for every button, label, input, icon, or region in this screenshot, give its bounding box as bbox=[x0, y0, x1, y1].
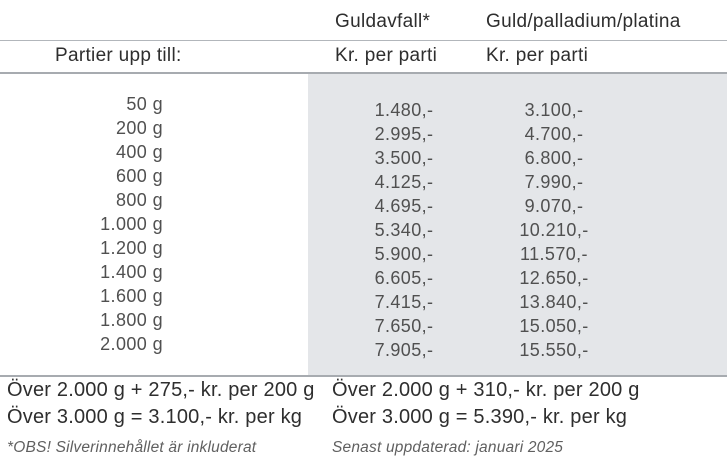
unit-label-guld-palladium-platina: Kr. per parti bbox=[486, 45, 589, 66]
column-header-guldavfall: Guldavfall* bbox=[335, 11, 431, 32]
price-cell: 5.900,- bbox=[374, 244, 434, 264]
values-panel bbox=[308, 74, 727, 375]
column-header-guld-palladium-platina: Guld/palladium/platina bbox=[486, 11, 681, 32]
weight-cell: 50 g bbox=[126, 94, 163, 114]
guld-palladium-platina-column: 3.100,- 4.700,- 6.800,- 7.990,- 9.070,- 10.21… bbox=[479, 98, 629, 362]
price-cell: 3.500,- bbox=[374, 148, 434, 168]
price-cell: 12.650,- bbox=[519, 268, 589, 288]
weight-cell: 200 g bbox=[115, 118, 163, 138]
price-cell: 7.905,- bbox=[374, 340, 434, 360]
price-cell: 10.210,- bbox=[519, 220, 589, 240]
footer-guldavfall-over-3000: Över 3.000 g = 3.100,- kr. per kg bbox=[7, 406, 303, 428]
price-cell: 15.550,- bbox=[519, 340, 589, 360]
weight-cell: 800 g bbox=[115, 190, 163, 210]
footer-gpp-over-2000: Över 2.000 g + 310,- kr. per 200 g bbox=[332, 379, 640, 401]
price-cell: 4.695,- bbox=[374, 196, 434, 216]
price-cell: 2.995,- bbox=[374, 124, 434, 144]
divider-header bbox=[0, 72, 727, 74]
price-cell: 4.125,- bbox=[374, 172, 434, 192]
weights-column: 50 g 200 g 400 g 600 g 800 g 1.000 g 1.200 g 1.… bbox=[0, 92, 163, 356]
weight-cell: 400 g bbox=[115, 142, 163, 162]
weight-cell: 1.600 g bbox=[100, 286, 163, 306]
weight-cell: 600 g bbox=[115, 166, 163, 186]
unit-label-guldavfall: Kr. per parti bbox=[335, 45, 438, 66]
price-cell: 6.605,- bbox=[374, 268, 434, 288]
price-cell: 3.100,- bbox=[524, 100, 584, 120]
footer-guldavfall-over-2000: Över 2.000 g + 275,- kr. per 200 g bbox=[7, 379, 315, 401]
weight-cell: 1.800 g bbox=[100, 310, 163, 330]
divider-top bbox=[0, 40, 727, 41]
weight-cell: 2.000 g bbox=[100, 334, 163, 354]
footnote-last-updated: Senast uppdaterad: januari 2025 bbox=[332, 439, 564, 456]
price-cell: 7.415,- bbox=[374, 292, 434, 312]
row-header-partier-upp-till: Partier upp till: bbox=[55, 45, 182, 66]
price-cell: 9.070,- bbox=[524, 196, 584, 216]
weight-cell: 1.000 g bbox=[100, 214, 163, 234]
price-cell: 11.570,- bbox=[520, 244, 588, 264]
price-cell: 7.650,- bbox=[374, 316, 434, 336]
price-cell: 6.800,- bbox=[524, 148, 584, 168]
price-cell: 5.340,- bbox=[374, 220, 434, 240]
price-cell: 4.700,- bbox=[524, 124, 584, 144]
price-cell: 15.050,- bbox=[519, 316, 589, 336]
price-cell: 1.480,- bbox=[374, 100, 434, 120]
guldavfall-column: 1.480,- 2.995,- 3.500,- 4.125,- 4.695,- 5.340… bbox=[329, 98, 479, 362]
divider-footer bbox=[0, 375, 727, 377]
weight-cell: 1.200 g bbox=[100, 238, 163, 258]
price-cell: 7.990,- bbox=[524, 172, 584, 192]
footnote-silver-included: *OBS! Silverinnehållet är inkluderat bbox=[7, 439, 257, 456]
price-cell: 13.840,- bbox=[519, 292, 589, 312]
weight-cell: 1.400 g bbox=[100, 262, 163, 282]
footer-gpp-over-3000: Över 3.000 g = 5.390,- kr. per kg bbox=[332, 406, 628, 428]
